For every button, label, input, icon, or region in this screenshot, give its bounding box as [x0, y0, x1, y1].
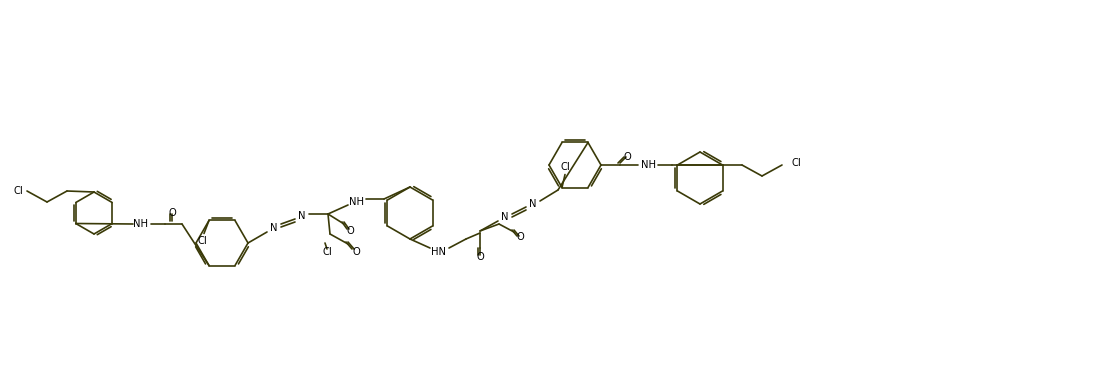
Text: Cl: Cl — [197, 237, 207, 247]
Text: Cl: Cl — [792, 158, 802, 168]
Text: N: N — [529, 199, 536, 209]
Text: NH: NH — [641, 160, 656, 170]
Text: N: N — [270, 223, 278, 233]
Text: O: O — [352, 247, 360, 257]
Text: Cl: Cl — [13, 186, 23, 196]
Text: N: N — [298, 211, 306, 221]
Text: O: O — [168, 208, 176, 218]
Text: N: N — [501, 212, 509, 222]
Text: O: O — [623, 152, 631, 162]
Text: NH: NH — [134, 219, 148, 229]
Text: O: O — [516, 232, 524, 242]
Text: Cl: Cl — [561, 162, 569, 171]
Text: O: O — [347, 226, 354, 236]
Text: O: O — [476, 252, 484, 262]
Text: Cl: Cl — [323, 247, 332, 257]
Text: HN: HN — [431, 247, 446, 257]
Text: NH: NH — [350, 197, 364, 207]
